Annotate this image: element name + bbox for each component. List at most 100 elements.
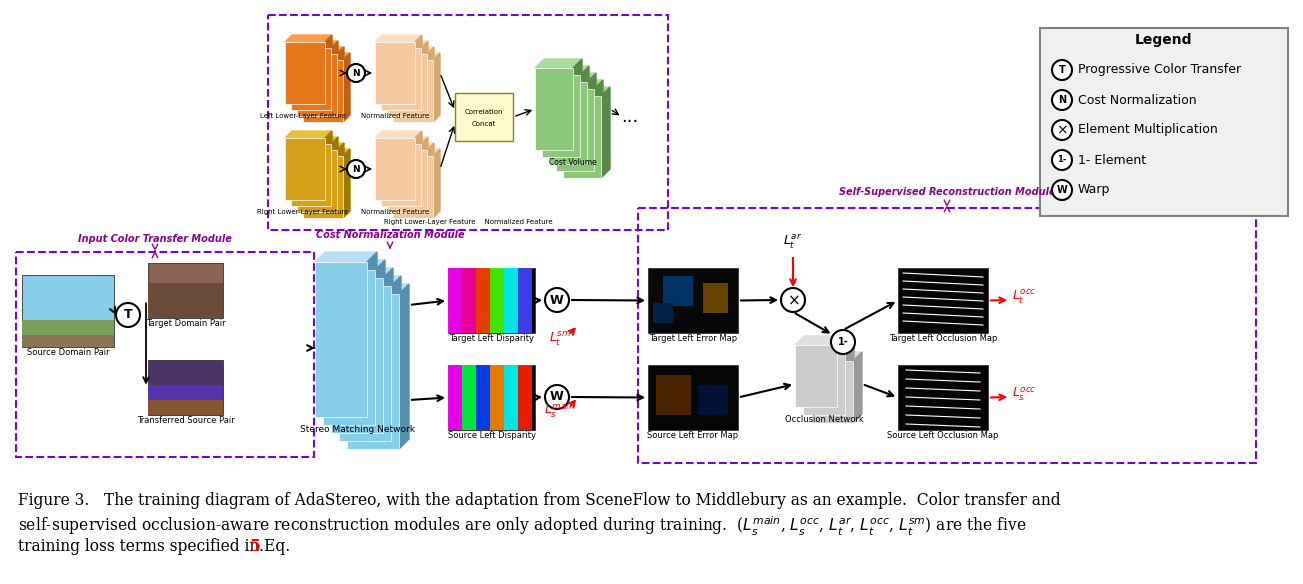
Polygon shape [427, 143, 434, 212]
Text: Input Color Transfer Module: Input Color Transfer Module [78, 234, 232, 244]
Text: $L_s^{main}$: $L_s^{main}$ [545, 401, 576, 420]
Polygon shape [347, 284, 409, 294]
Bar [549, 82, 586, 164]
Text: Target Left Occlusion Map: Target Left Occlusion Map [889, 334, 997, 343]
Text: Occlusion Network: Occlusion Network [784, 415, 864, 424]
Text: Progressive Color Transfer: Progressive Color Transfer [1078, 64, 1242, 77]
Bar [563, 96, 601, 178]
Bar [795, 345, 837, 407]
Bar [149, 360, 223, 415]
Bar [490, 268, 504, 333]
Polygon shape [380, 137, 427, 144]
Text: Normalized Feature: Normalized Feature [361, 209, 429, 215]
Circle shape [831, 330, 855, 354]
Bar [16, 252, 314, 457]
Bar [323, 270, 375, 425]
Circle shape [545, 385, 569, 409]
Polygon shape [391, 276, 401, 441]
Bar [556, 89, 594, 171]
Bar [648, 365, 737, 430]
Polygon shape [433, 149, 440, 218]
Bar [331, 278, 383, 433]
Bar [22, 320, 113, 347]
Circle shape [1052, 150, 1072, 170]
Bar [315, 262, 367, 417]
Circle shape [347, 160, 365, 178]
Text: 1-: 1- [838, 337, 848, 347]
Polygon shape [542, 66, 589, 75]
Bar [455, 93, 513, 141]
Text: Stereo Matching Network: Stereo Matching Network [300, 425, 414, 434]
Bar [504, 365, 519, 430]
Polygon shape [427, 47, 434, 116]
Bar [387, 150, 427, 212]
Circle shape [545, 288, 569, 312]
Text: Target Left Disparity: Target Left Disparity [450, 334, 534, 343]
Text: Source Left Disparity: Source Left Disparity [447, 431, 536, 440]
Polygon shape [343, 149, 351, 218]
Text: Right Lower-Layer Feature: Right Lower-Layer Feature [257, 209, 349, 215]
Polygon shape [795, 336, 846, 345]
Bar [463, 365, 476, 430]
Polygon shape [331, 41, 337, 110]
Text: Target Left Error Map: Target Left Error Map [649, 334, 737, 343]
Polygon shape [536, 59, 582, 68]
Text: $L_s^{occ}$: $L_s^{occ}$ [1012, 385, 1037, 402]
Polygon shape [601, 87, 610, 178]
Polygon shape [846, 344, 853, 415]
Text: Self-Supervised Reconstruction Module: Self-Supervised Reconstruction Module [839, 187, 1055, 197]
Polygon shape [291, 41, 337, 48]
Polygon shape [297, 143, 344, 150]
Bar [394, 156, 433, 218]
Polygon shape [433, 53, 440, 122]
Polygon shape [399, 284, 409, 449]
Bar [803, 353, 846, 415]
Text: $L_t^{ar}$: $L_t^{ar}$ [783, 232, 803, 251]
Bar [476, 268, 490, 333]
Bar [490, 365, 504, 430]
Circle shape [1052, 60, 1072, 80]
Polygon shape [331, 268, 394, 278]
Polygon shape [367, 252, 377, 417]
Text: ...: ... [622, 108, 638, 126]
Text: self-supervised occlusion-aware reconstruction modules are only adopted during t: self-supervised occlusion-aware reconstr… [18, 515, 1027, 538]
Polygon shape [285, 131, 332, 138]
Bar [448, 365, 463, 430]
Polygon shape [803, 344, 853, 353]
Polygon shape [414, 35, 422, 104]
Text: N: N [352, 165, 360, 173]
Polygon shape [414, 131, 422, 200]
Bar [448, 268, 463, 333]
Polygon shape [586, 73, 595, 164]
Bar [1040, 28, 1287, 216]
Text: Transferred Source Pair: Transferred Source Pair [137, 416, 235, 425]
Polygon shape [375, 35, 422, 42]
Bar [291, 48, 331, 110]
Bar [810, 361, 853, 423]
Circle shape [1052, 120, 1072, 140]
Text: W: W [550, 391, 564, 404]
Text: training loss terms specified in Eq.: training loss terms specified in Eq. [18, 538, 294, 555]
Polygon shape [387, 47, 434, 54]
Text: $L_t^{sm}$: $L_t^{sm}$ [549, 330, 571, 347]
Polygon shape [549, 73, 595, 82]
Polygon shape [337, 143, 344, 212]
Bar [297, 150, 337, 212]
Bar [536, 68, 573, 150]
Text: T: T [124, 308, 133, 322]
Bar [149, 283, 223, 318]
Text: Cost Volume: Cost Volume [549, 158, 597, 167]
Bar [387, 54, 427, 116]
Bar [704, 283, 728, 313]
Polygon shape [304, 53, 351, 60]
Text: W: W [1057, 185, 1067, 195]
Bar [542, 75, 580, 157]
Bar [339, 286, 391, 441]
Bar [304, 156, 343, 218]
Bar [663, 276, 693, 306]
Bar [291, 144, 331, 206]
Polygon shape [323, 260, 384, 270]
Bar [375, 42, 414, 104]
Polygon shape [331, 137, 337, 206]
Circle shape [780, 288, 805, 312]
